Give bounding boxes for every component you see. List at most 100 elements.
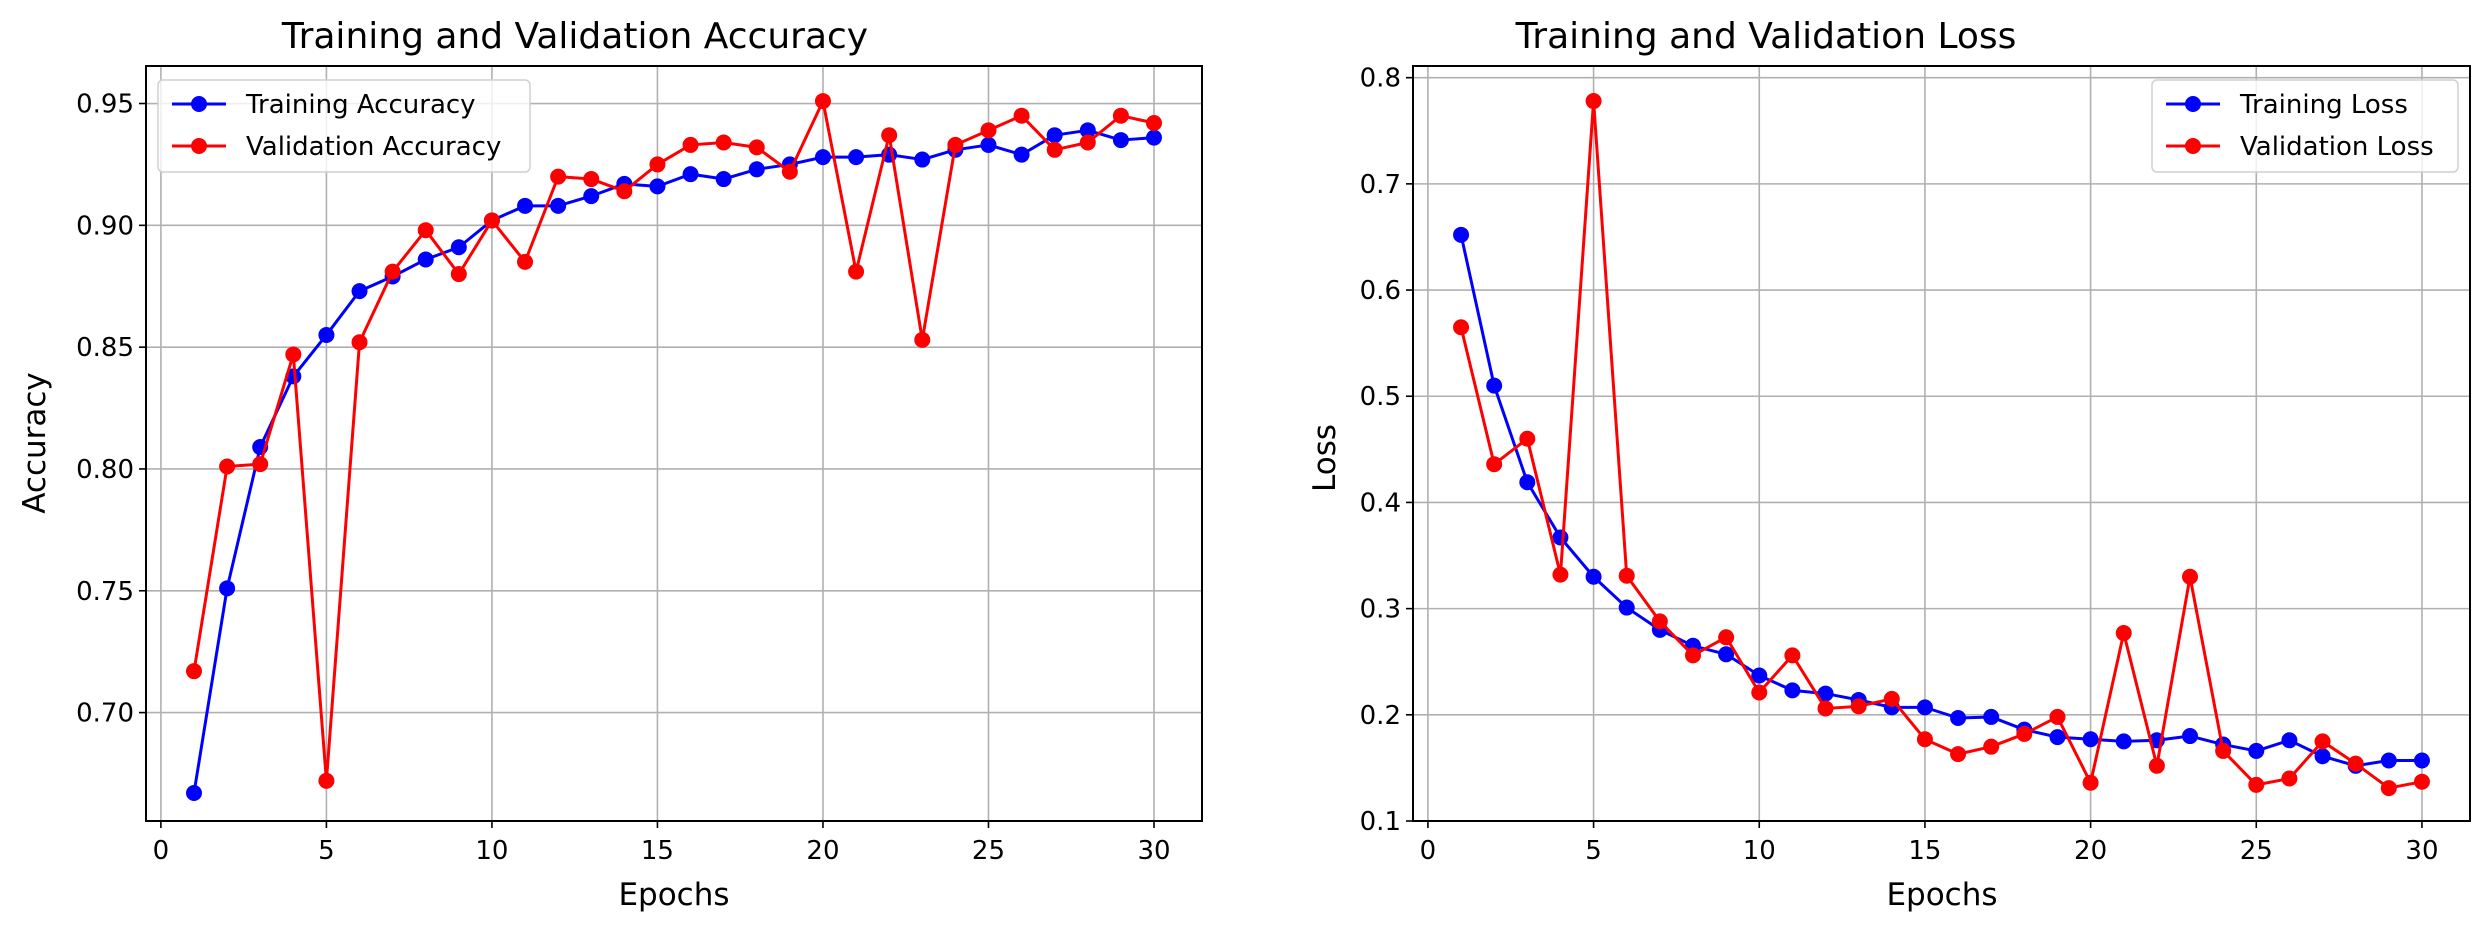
training-loss-point [2380,752,2397,769]
training-loss-point [2413,752,2430,769]
validation-loss-point [1718,629,1735,646]
validation-loss-point [2347,755,2364,772]
training-loss-point [1983,708,2000,725]
validation-accuracy-point [980,122,997,139]
legend-validation-loss-marker [2185,138,2201,154]
loss-plot-frame [1412,65,2471,822]
training-accuracy-point [186,784,202,801]
accuracy-legend: Training Accuracy Validation Accuracy [157,79,531,173]
validation-accuracy-point [947,136,964,153]
legend-validation-accuracy-label: Validation Accuracy [246,132,501,162]
training-loss-point [1618,599,1635,616]
training-loss-point [2281,732,2298,749]
validation-loss-point [1751,684,1768,701]
training-loss-point [1585,568,1602,585]
training-accuracy-point [914,151,931,168]
training-loss-point [1718,646,1735,663]
accuracy-legend-box [157,79,531,173]
accuracy-x-tick-label: 25 [972,836,1005,866]
validation-accuracy-series [186,93,1162,789]
training-loss-point [2314,748,2331,765]
accuracy-x-tick-label: 20 [806,836,839,866]
validation-accuracy-point [848,263,865,280]
accuracy-plot-frame [145,65,1203,822]
training-accuracy-point [1146,129,1162,146]
loss-legend: Training Loss Validation Loss [2151,79,2459,173]
validation-loss-point [2413,773,2430,790]
loss-legend-box [2151,79,2459,173]
loss-y-tick-label: 0.4 [1360,488,1401,518]
loss-y-ticks: 0.1 0.2 0.3 0.4 0.5 0.6 0.7 0.8 [1360,64,1413,837]
accuracy-x-tick-label: 0 [153,836,170,866]
loss-x-tick-label: 10 [1743,836,1776,866]
validation-accuracy-point [748,139,765,156]
accuracy-y-tick-label: 0.90 [76,211,134,241]
validation-accuracy-point [583,171,600,188]
training-loss-point [2082,731,2099,748]
training-accuracy-point [1079,122,1096,139]
accuracy-x-ticks: 0 5 10 15 20 25 30 [153,821,1171,866]
training-loss-point [1916,699,1933,716]
training-loss-point [2115,733,2132,750]
validation-accuracy-point [417,222,434,239]
loss-x-ticks: 0 5 10 15 20 25 30 [1420,821,2439,866]
validation-accuracy-point [1146,115,1162,132]
validation-loss-point [1983,738,2000,755]
accuracy-y-tick-label: 0.70 [76,699,134,729]
validation-accuracy-point [914,331,931,348]
validation-accuracy-point [252,456,269,473]
validation-loss-point [2016,725,2033,742]
validation-accuracy-point [186,663,202,680]
accuracy-y-axis-label: Accuracy [17,372,53,514]
loss-y-tick-label: 0.1 [1360,807,1401,837]
validation-loss-point [1916,731,1933,748]
loss-y-tick-label: 0.8 [1360,64,1401,94]
validation-accuracy-point [1013,107,1030,124]
loss-y-tick-label: 0.3 [1360,595,1401,625]
validation-loss-point [1651,613,1668,630]
validation-loss-point [2215,742,2232,759]
training-accuracy-point [649,178,666,195]
training-accuracy-point [417,251,434,268]
accuracy-x-tick-label: 15 [641,836,674,866]
validation-accuracy-point [450,266,467,283]
validation-loss-point [2082,774,2099,791]
loss-y-tick-label: 0.6 [1360,276,1401,306]
validation-loss-point [2182,568,2199,585]
training-accuracy-point [318,326,335,343]
loss-x-tick-label: 25 [2240,836,2273,866]
accuracy-y-tick-label: 0.85 [76,333,134,363]
legend-training-loss-label: Training Loss [2239,90,2408,120]
training-loss-point [1552,529,1569,546]
legend-training-accuracy-label: Training Accuracy [245,90,476,120]
legend-training-loss-marker [2185,96,2201,112]
accuracy-chart: Training and Validation Accuracy 0 5 10 15 2… [17,16,1203,913]
training-accuracy-series [186,122,1162,801]
validation-loss-point [1618,567,1635,584]
validation-accuracy-point [1079,134,1096,151]
training-accuracy-point [517,197,534,214]
loss-x-axis-label: Epochs [1886,877,1997,913]
loss-x-tick-label: 30 [2405,836,2438,866]
training-accuracy-point [550,197,567,214]
validation-loss-point [1585,93,1602,110]
validation-loss-point [1519,430,1536,447]
training-accuracy-point [715,171,732,188]
training-accuracy-point [1013,146,1030,163]
loss-y-axis-label: Loss [1307,424,1343,492]
loss-chart: Training and Validation Loss 0 5 10 15 20 25 3… [1307,16,2471,913]
accuracy-chart-title: Training and Validation Accuracy [281,16,868,57]
validation-accuracy-point [715,134,732,151]
training-accuracy-point [583,188,600,205]
validation-accuracy-point [649,156,666,173]
validation-loss-point [1883,690,1900,707]
validation-loss-point [1486,456,1503,473]
loss-x-tick-label: 5 [1585,836,1602,866]
validation-accuracy-point [616,183,633,200]
validation-loss-point [1950,746,1967,763]
validation-accuracy-point [318,772,335,789]
training-loss-point [2182,728,2199,745]
training-accuracy-point [351,283,368,300]
accuracy-x-axis-label: Epochs [618,877,729,913]
training-accuracy-point [682,166,699,183]
